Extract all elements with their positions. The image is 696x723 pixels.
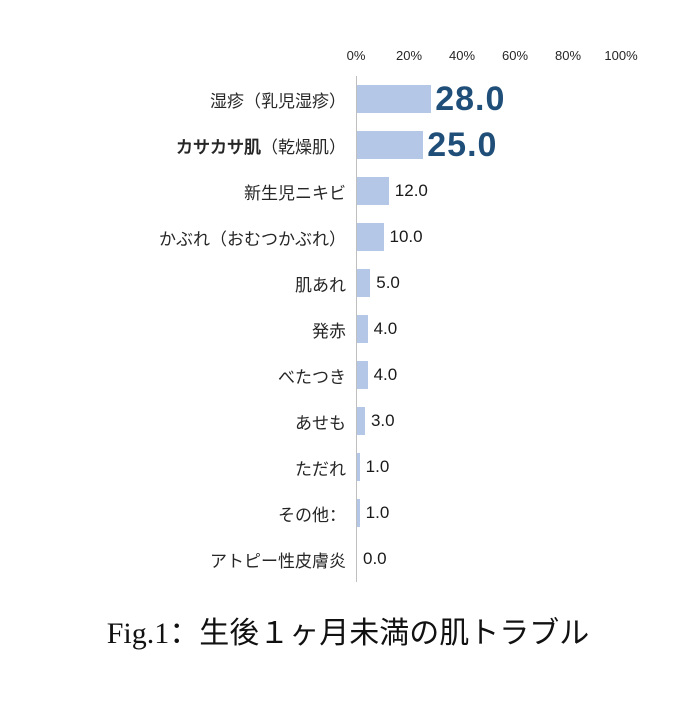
value-label: 4.0 [373, 365, 398, 384]
category-label-text: 湿疹（乳児湿疹） [210, 91, 346, 111]
bar [357, 499, 360, 527]
chart-row: 新生児ニキビ 12.0 [0, 168, 688, 214]
category-label-text: あせも [295, 413, 346, 433]
value-label: 25.0 [427, 125, 498, 164]
value-label: 28.0 [435, 79, 506, 118]
category-label: 新生児ニキビ [0, 179, 356, 204]
category-label-text: 新生児ニキビ [244, 183, 346, 203]
x-axis-tick: 80% [554, 48, 582, 63]
bar [357, 223, 384, 251]
x-axis-tick: 40% [448, 48, 476, 63]
bar-cell: 4.0 [356, 306, 688, 352]
category-label: かぶれ（おむつかぶれ） [0, 225, 356, 250]
bar [357, 407, 365, 435]
bar-cell: 3.0 [356, 398, 688, 444]
chart-row: べたつき 4.0 [0, 352, 688, 398]
bar-chart: 0% 20% 40% 60% 80% 100% 湿疹（乳児湿疹） 28.0 カサカサ肌（乾燥肌… [0, 46, 688, 582]
bar [357, 85, 432, 113]
category-label: べたつき [0, 363, 356, 388]
category-label: その他： [0, 501, 356, 526]
category-label: カサカサ肌（乾燥肌） [0, 133, 356, 158]
category-label: アトピー性皮膚炎 [0, 547, 356, 572]
category-label: ただれ [0, 455, 356, 480]
category-label-text: （乾燥肌） [261, 137, 346, 157]
bar [357, 315, 368, 343]
category-label: 肌あれ [0, 271, 356, 296]
category-label-text: べたつき [278, 367, 346, 387]
bar [357, 453, 360, 481]
value-label: 1.0 [365, 503, 390, 522]
bar-cell: 4.0 [356, 352, 688, 398]
category-label-text: ただれ [295, 459, 346, 479]
category-label-text: 肌あれ [295, 275, 346, 295]
chart-row: カサカサ肌（乾燥肌） 25.0 [0, 122, 688, 168]
value-label: 1.0 [365, 457, 390, 476]
value-label: 5.0 [376, 273, 400, 292]
value-label: 4.0 [373, 319, 398, 338]
bar-cell: 28.0 [356, 76, 688, 122]
axis-label-spacer [0, 46, 356, 70]
category-label: あせも [0, 409, 356, 434]
value-label: 0.0 [363, 549, 387, 568]
category-label-text: 発赤 [312, 321, 346, 341]
bar [357, 361, 368, 389]
bar-cell: 25.0 [356, 122, 688, 168]
value-label: 12.0 [394, 181, 428, 200]
figure-caption: Fig.1：生後１ヶ月未満の肌トラブル [106, 617, 590, 650]
bar [357, 131, 424, 159]
chart-row: アトピー性皮膚炎 0.0 [0, 536, 688, 582]
bar-cell: 1.0 [356, 444, 688, 490]
bar [357, 177, 389, 205]
x-axis-tick: 100% [604, 48, 638, 63]
x-axis-tick: 0% [346, 48, 366, 63]
category-label-text: その他： [278, 505, 346, 525]
x-axis-ticks: 0% 20% 40% 60% 80% 100% [347, 46, 688, 70]
chart-row: 湿疹（乳児湿疹） 28.0 [0, 76, 688, 122]
value-label: 3.0 [370, 411, 395, 430]
category-label: 発赤 [0, 317, 356, 342]
bar [357, 269, 371, 297]
value-label: 10.0 [389, 227, 423, 246]
bar-cell: 10.0 [356, 214, 688, 260]
chart-row: その他： 1.0 [0, 490, 688, 536]
chart-page: 0% 20% 40% 60% 80% 100% 湿疹（乳児湿疹） 28.0 カサカサ肌（乾燥肌… [0, 46, 688, 650]
category-label-text: かぶれ（おむつかぶれ） [159, 229, 346, 249]
bar-cell: 0.0 [356, 536, 688, 582]
x-axis: 0% 20% 40% 60% 80% 100% [0, 46, 688, 70]
bar-cell: 5.0 [356, 260, 688, 306]
bar-cell: 1.0 [356, 490, 688, 536]
x-axis-tick: 20% [395, 48, 423, 63]
chart-row: 発赤 4.0 [0, 306, 688, 352]
bar-cell: 12.0 [356, 168, 688, 214]
category-label: 湿疹（乳児湿疹） [0, 87, 356, 112]
chart-row: 肌あれ 5.0 [0, 260, 688, 306]
category-label-bold: カサカサ肌 [176, 137, 261, 157]
x-axis-tick: 60% [501, 48, 529, 63]
chart-rows: 湿疹（乳児湿疹） 28.0 カサカサ肌（乾燥肌） 25.0 新生児ニキビ 12.0 かぶれ（… [0, 76, 688, 582]
chart-row: かぶれ（おむつかぶれ） 10.0 [0, 214, 688, 260]
chart-row: あせも 3.0 [0, 398, 688, 444]
category-label-text: アトピー性皮膚炎 [210, 551, 346, 571]
chart-row: ただれ 1.0 [0, 444, 688, 490]
